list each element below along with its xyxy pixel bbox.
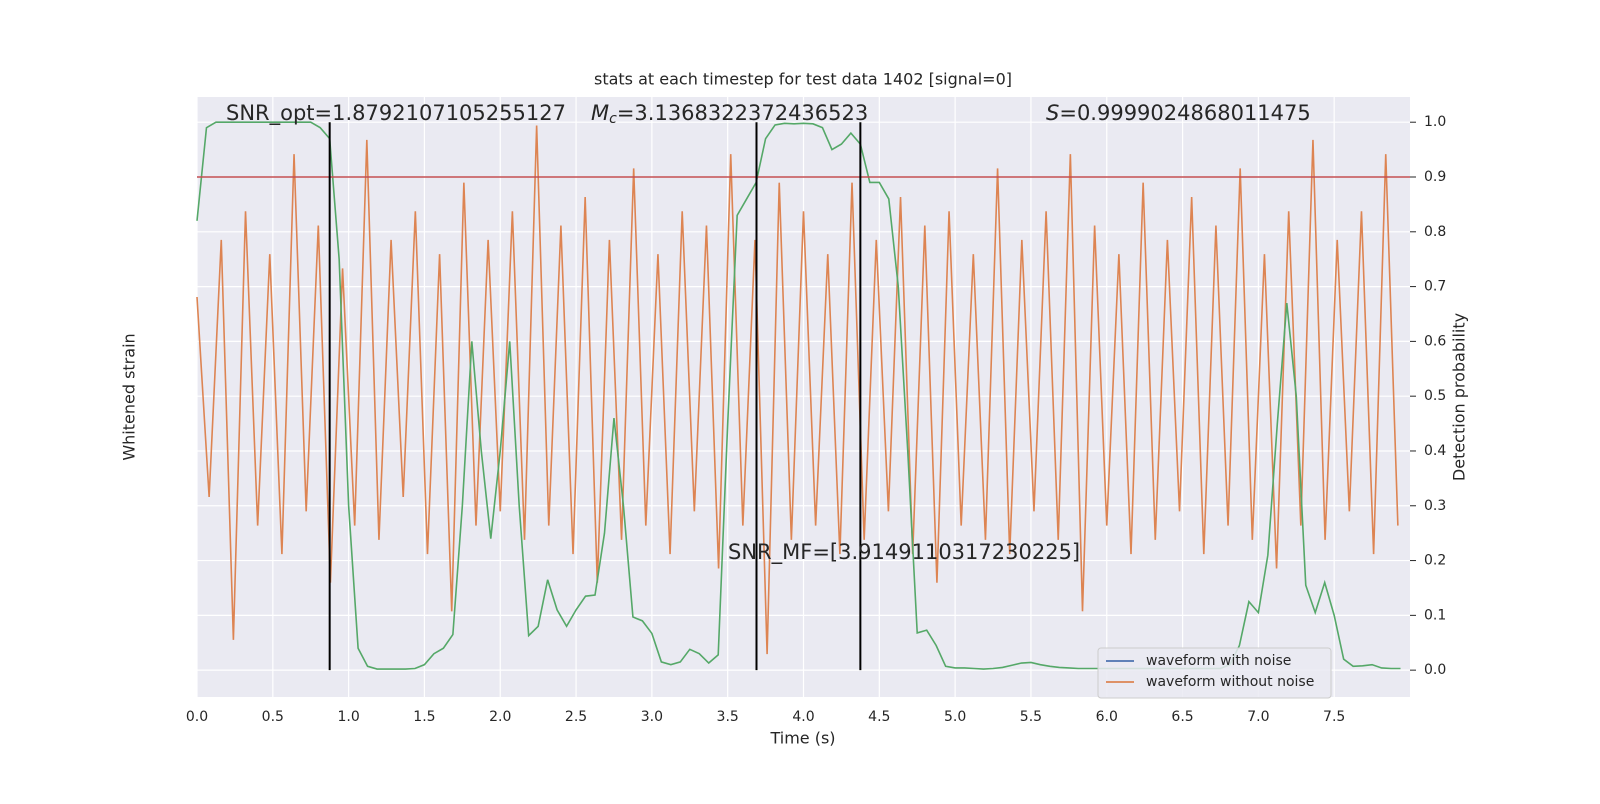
x-tick-label: 0.5 [262,709,284,725]
annotation: S=0.9999024868011475 [1046,101,1311,125]
x-tick-label: 5.5 [1020,709,1042,725]
chart-title: stats at each timestep for test data 140… [594,70,1012,89]
annotation: SNR_MF=[3.9149110317230225] [728,540,1080,565]
series-line [196,125,1399,655]
x-tick-label: 1.5 [413,709,435,725]
x-tick-label: 3.5 [717,709,739,725]
y2-tick-label: 0.1 [1424,607,1446,623]
x-tick-label: 5.0 [944,709,966,725]
legend-label: waveform without noise [1146,674,1314,690]
y2-tick-label: 0.3 [1424,498,1446,514]
x-tick-label: 0.0 [186,709,208,725]
x-tick-label: 4.0 [792,709,814,725]
x-tick-label: 7.5 [1323,709,1345,725]
x-tick-label: 4.5 [868,709,890,725]
annotation-subscript: c [609,111,617,127]
annotation-text: =0.9999024868011475 [1059,101,1310,125]
x-tick-label: 2.5 [565,709,587,725]
x-tick-label: 1.0 [337,709,359,725]
x-tick-label: 2.0 [489,709,511,725]
y2-tick-label: 0.9 [1424,169,1446,185]
y2-tick-label: 0.7 [1424,279,1446,295]
y2-tick-label: 0.4 [1424,443,1446,459]
legend-box [1097,647,1332,699]
x-axis-label: Time (s) [769,729,835,748]
y2-tick-label: 0.5 [1424,388,1446,404]
annotation-symbol: S [1046,101,1059,125]
y2-tick-label: 0.6 [1424,333,1446,349]
annotation-text: =3.1368322372436523 [617,101,868,125]
x-tick-label: 6.5 [1171,709,1193,725]
annotation-symbol: M [591,101,609,125]
legend-label: waveform with noise [1146,653,1291,669]
y2-tick-label: 0.0 [1424,662,1446,678]
annotation: Mc=3.1368322372436523 [591,101,868,127]
y2-tick-label: 0.8 [1424,224,1446,240]
y2-axis-label: Detection probability [1450,313,1469,481]
x-tick-label: 3.0 [641,709,663,725]
y2-tick-label: 1.0 [1424,114,1446,130]
x-tick-label: 7.0 [1247,709,1269,725]
x-tick-label: 6.0 [1096,709,1118,725]
y2-tick-label: 0.2 [1424,553,1446,569]
y-axis-label: Whitened strain [120,333,139,460]
annotation: SNR_opt=1.8792107105255127 [226,101,566,126]
